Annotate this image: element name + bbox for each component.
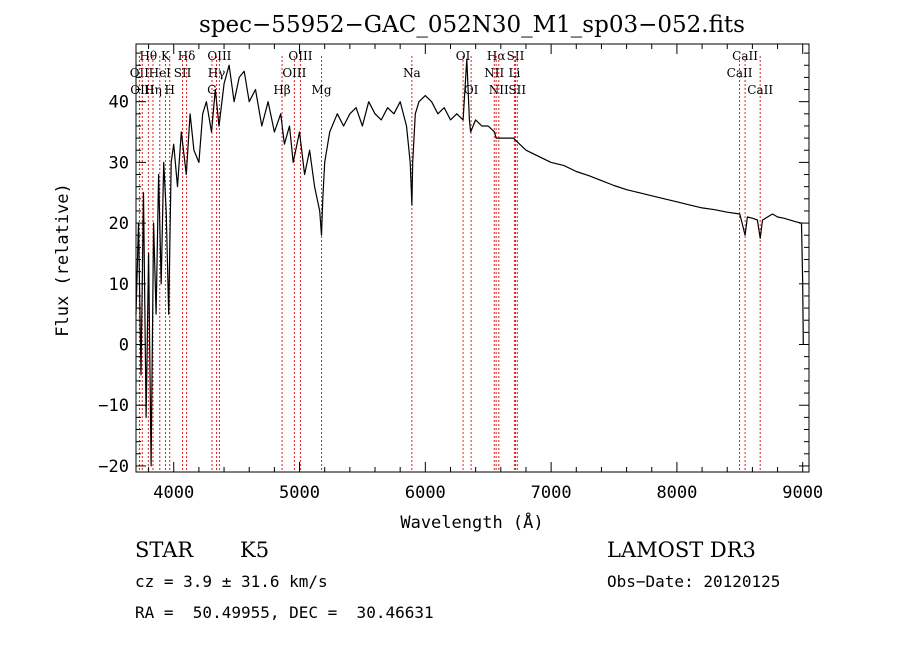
x-tick-label: 7000 <box>531 483 572 503</box>
line-marker-label: HeI <box>149 66 172 80</box>
x-tick-label: 8000 <box>656 483 697 503</box>
y-tick-label: −20 <box>98 457 129 477</box>
line-marker-label: CaII <box>747 83 773 97</box>
sky-coordinates: RA = 50.49955, DEC = 30.46631 <box>135 603 434 622</box>
y-tick-label: 0 <box>119 336 129 356</box>
survey-name: LAMOST DR3 <box>607 538 756 562</box>
line-marker-label: H <box>164 83 174 97</box>
y-tick-label: 30 <box>109 153 129 173</box>
line-marker-label: NII <box>484 66 504 80</box>
redshift-velocity: cz = 3.9 ± 31.6 km/s <box>135 572 328 591</box>
line-marker-label: OIII <box>282 66 306 80</box>
line-marker-label: Hδ <box>178 49 196 63</box>
x-tick-label: 6000 <box>405 483 446 503</box>
y-axis-label: Flux (relative) <box>53 183 73 337</box>
spectrum-line <box>135 58 804 467</box>
x-tick-label: 5000 <box>279 483 320 503</box>
y-tick-label: 10 <box>109 275 129 295</box>
line-marker-label: SII <box>508 83 526 97</box>
x-axis-label: Wavelength (Å) <box>400 511 543 533</box>
chart-title: spec−55952−GAC_052N30_M1_sp03−052.fits <box>199 12 745 38</box>
line-marker-label: G <box>207 83 217 97</box>
x-tick-label: 4000 <box>153 483 194 503</box>
line-marker-label: OIII <box>288 49 312 63</box>
y-tick-label: −10 <box>98 396 129 416</box>
line-marker-label: CaII <box>727 66 753 80</box>
object-subclass: K5 <box>240 538 270 562</box>
line-marker-label: Hγ <box>208 66 226 80</box>
line-marker-label: OIII <box>207 49 231 63</box>
y-axis: −20 −10 0 10 20 30 40 <box>98 52 809 477</box>
line-marker-label: Mg <box>312 83 332 97</box>
line-marker-label: Hβ <box>273 83 290 97</box>
line-marker-label: K <box>161 49 171 63</box>
line-marker-label: OI <box>456 49 471 63</box>
line-marker-label: CaII <box>732 49 758 63</box>
line-marker-label: Na <box>403 66 421 80</box>
line-marker-label: SII <box>507 49 525 63</box>
line-marker-label: Hθ <box>139 49 157 63</box>
line-marker-label: OI <box>464 83 479 97</box>
y-tick-label: 20 <box>109 214 129 234</box>
line-marker-label: Hη <box>144 83 162 97</box>
line-marker-label: SII <box>174 66 192 80</box>
line-marker-label: Li <box>508 66 520 80</box>
plot-frame <box>135 43 810 473</box>
line-marker-label: Hα <box>487 49 506 63</box>
line-marker-label: NII <box>489 83 509 97</box>
line-marker-label: OII <box>130 66 150 80</box>
y-tick-label: 40 <box>109 93 129 113</box>
observation-date: Obs−Date: 20120125 <box>607 572 781 591</box>
object-class: STAR <box>135 538 194 562</box>
x-tick-label: 9000 <box>782 483 823 503</box>
series-group <box>135 58 804 467</box>
x-axis: 4000 5000 6000 7000 8000 9000 <box>148 44 823 503</box>
